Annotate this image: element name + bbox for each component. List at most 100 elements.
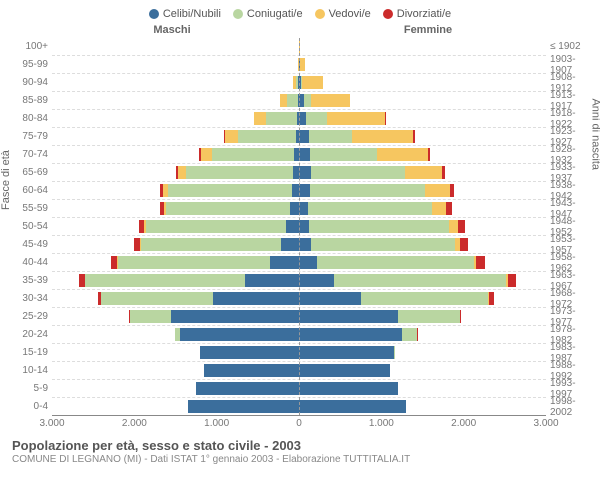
female-bar (299, 310, 546, 324)
male-bar (52, 328, 299, 342)
segment-m (166, 202, 290, 216)
segment-c (299, 202, 308, 216)
age-label: 40-44 (4, 257, 48, 268)
segment-w (201, 148, 213, 162)
segment-c (290, 202, 299, 216)
legend-label: Coniugati/e (247, 8, 303, 20)
segment-m (398, 310, 460, 324)
female-bar (299, 292, 546, 306)
segment-d (442, 166, 445, 180)
segment-w (432, 202, 447, 216)
female-bar (299, 220, 546, 234)
legend-label: Divorziati/e (397, 8, 451, 20)
age-label: 70-74 (4, 149, 48, 160)
segment-d (111, 256, 118, 270)
segment-c (299, 292, 361, 306)
legend-label: Vedovi/e (329, 8, 371, 20)
segment-c (204, 364, 299, 378)
legend-item: Celibi/Nubili (149, 8, 221, 20)
segment-c (299, 328, 402, 342)
female-bar (299, 274, 546, 288)
male-bar (52, 112, 299, 126)
center-axis (299, 38, 300, 415)
segment-c (299, 166, 311, 180)
age-label: 80-84 (4, 113, 48, 124)
legend-swatch (149, 9, 159, 19)
segment-c (299, 238, 311, 252)
segment-c (180, 328, 299, 342)
segment-m (146, 220, 286, 234)
age-label: 10-14 (4, 365, 48, 376)
segment-m (101, 292, 212, 306)
segment-m (266, 112, 297, 126)
female-bar (299, 400, 546, 414)
segment-m (311, 166, 406, 180)
male-bar (52, 274, 299, 288)
segment-d (446, 202, 451, 216)
age-label: 75-79 (4, 131, 48, 142)
x-tick: 2.000 (122, 418, 147, 429)
segment-m (130, 310, 171, 324)
x-axis: 3.0002.0001.00001.0002.0003.000 (52, 416, 546, 432)
segment-m (304, 94, 311, 108)
age-label: 15-19 (4, 347, 48, 358)
segment-w (377, 148, 428, 162)
segment-w (311, 94, 351, 108)
segment-w (300, 58, 305, 72)
male-bar (52, 292, 299, 306)
female-bar (299, 148, 546, 162)
x-tick: 3.000 (533, 418, 558, 429)
segment-m (311, 238, 455, 252)
segment-c (299, 382, 398, 396)
male-bar (52, 382, 299, 396)
legend-item: Divorziati/e (383, 8, 451, 20)
legend-swatch (383, 9, 393, 19)
segment-c (299, 364, 390, 378)
population-pyramid-chart: Celibi/Nubili Coniugati/e Vedovi/e Divorzia… (0, 0, 600, 500)
legend-label: Celibi/Nubili (163, 8, 221, 20)
age-label: 55-59 (4, 203, 48, 214)
female-bar (299, 40, 546, 54)
segment-m (310, 148, 378, 162)
age-label: 100+ (4, 41, 48, 52)
male-bar (52, 58, 299, 72)
male-bar (52, 76, 299, 90)
segment-c (299, 220, 309, 234)
age-label: 50-54 (4, 221, 48, 232)
age-label: 95-99 (4, 59, 48, 70)
legend-item: Vedovi/e (315, 8, 371, 20)
segment-w (280, 94, 287, 108)
gender-headers: Maschi Femmine (4, 24, 596, 36)
segment-c (171, 310, 299, 324)
segment-m (168, 184, 292, 198)
birth-year-label: 1998-2002 (550, 396, 596, 418)
male-bar (52, 94, 299, 108)
male-bar (52, 166, 299, 180)
female-bar (299, 58, 546, 72)
age-label: 5-9 (4, 383, 48, 394)
segment-m (310, 184, 425, 198)
segment-d (458, 220, 465, 234)
segment-c (196, 382, 299, 396)
segment-c (200, 346, 299, 360)
female-bar (299, 76, 546, 90)
male-bar (52, 346, 299, 360)
female-bar (299, 130, 546, 144)
segment-m (85, 274, 246, 288)
age-label: 30-34 (4, 293, 48, 304)
male-bar (52, 220, 299, 234)
age-label: 45-49 (4, 239, 48, 250)
female-bar (299, 94, 546, 108)
segment-c (299, 400, 406, 414)
female-bar (299, 346, 546, 360)
segment-d (460, 310, 462, 324)
legend-swatch (233, 9, 243, 19)
segment-d (476, 256, 485, 270)
female-bar (299, 238, 546, 252)
female-bar (299, 328, 546, 342)
segment-c (299, 148, 310, 162)
chart-title: Popolazione per età, sesso e stato civil… (12, 438, 588, 453)
segment-m (402, 328, 417, 342)
x-tick: 1.000 (369, 418, 394, 429)
segment-c (270, 256, 299, 270)
